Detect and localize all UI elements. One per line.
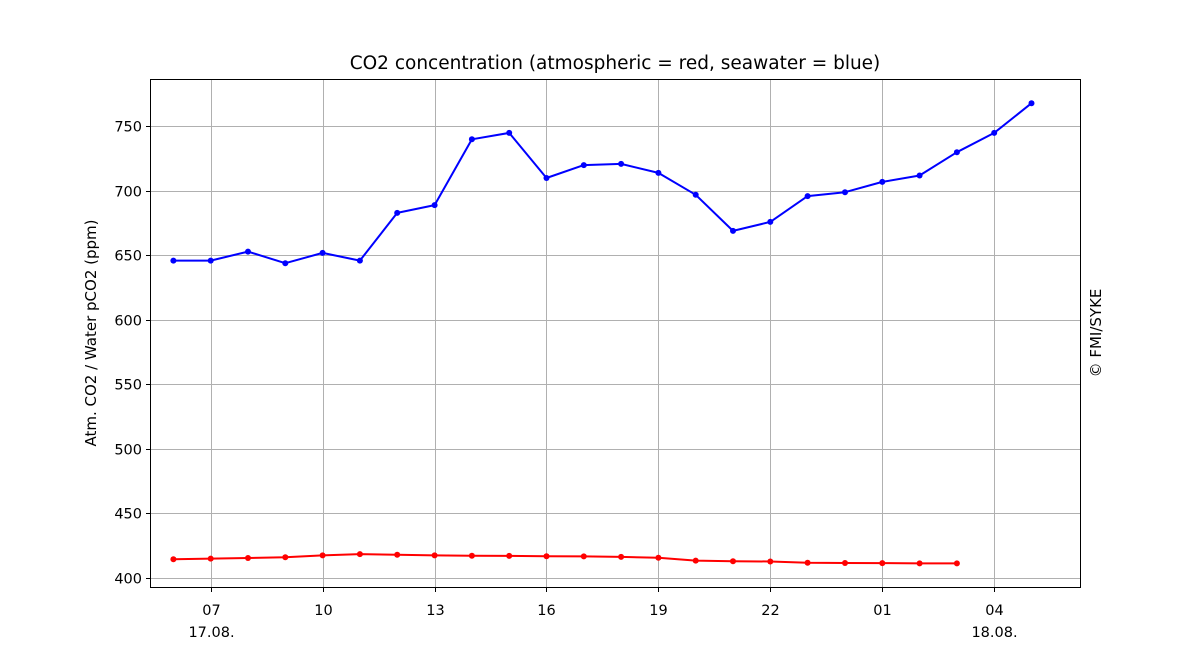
- data-point-seawater: [506, 129, 513, 136]
- data-point-atmospheric: [692, 557, 699, 564]
- data-point-atmospheric: [953, 560, 960, 567]
- data-point-atmospheric: [767, 558, 774, 565]
- data-point-atmospheric: [431, 552, 438, 559]
- data-point-atmospheric: [804, 559, 811, 566]
- data-point-seawater: [170, 257, 177, 264]
- data-point-atmospheric: [842, 560, 848, 566]
- data-point-seawater: [767, 218, 774, 225]
- plot-frame: [150, 79, 1081, 588]
- y-tick-label: 450: [114, 507, 142, 523]
- data-point-atmospheric: [245, 555, 251, 561]
- data-point-seawater: [804, 193, 811, 200]
- data-point-atmospheric: [655, 554, 662, 561]
- data-point-atmospheric: [319, 552, 326, 559]
- data-point-seawater: [431, 202, 438, 209]
- x-tick-label: 01: [873, 603, 891, 619]
- y-tick-label: 700: [114, 185, 142, 201]
- y-axis-label: Atm. CO2 / Water pCO2 (ppm): [82, 219, 100, 446]
- data-point-atmospheric: [543, 553, 550, 560]
- data-point-atmospheric: [618, 553, 625, 560]
- x-tick-date-label: 18.08.: [971, 625, 1017, 641]
- data-point-seawater: [580, 162, 587, 169]
- data-point-atmospheric: [468, 552, 475, 559]
- data-point-seawater: [394, 209, 401, 216]
- series-line-seawater: [173, 102, 1033, 265]
- data-point-atmospheric: [879, 560, 886, 567]
- data-point-seawater: [319, 249, 326, 256]
- data-point-seawater: [842, 189, 848, 196]
- series-line-atmospheric: [173, 553, 957, 565]
- data-point-seawater: [207, 257, 214, 264]
- data-point-seawater: [543, 175, 550, 181]
- y-tick-label: 750: [114, 120, 142, 136]
- data-point-seawater: [1028, 100, 1035, 107]
- x-tick-label: 19: [649, 603, 667, 619]
- y-tick-label: 400: [114, 572, 142, 588]
- x-tick-label: 16: [537, 603, 555, 619]
- axes: [150, 79, 1081, 588]
- y-tick-label: 650: [114, 249, 142, 265]
- y-tick-label: 600: [114, 314, 142, 330]
- x-tick-label: 04: [985, 603, 1003, 619]
- y-axis-ticks: 400 450 500 550 600 650 700 750: [114, 120, 151, 588]
- data-point-seawater: [618, 160, 625, 167]
- data-point-seawater: [356, 257, 363, 264]
- data-point-seawater: [655, 169, 662, 176]
- x-tick-label: 22: [761, 603, 779, 619]
- data-point-atmospheric: [506, 552, 513, 559]
- x-tick-date-label: 17.08.: [188, 625, 234, 641]
- data-point-seawater: [916, 172, 923, 179]
- x-tick-label: 07: [202, 603, 220, 619]
- copyright-text: © FMI/SYKE: [1087, 289, 1105, 378]
- data-point-atmospheric: [207, 555, 214, 562]
- y-tick-label: 550: [114, 378, 142, 394]
- data-point-atmospheric: [730, 558, 736, 565]
- chart-title: CO2 concentration (atmospheric = red, se…: [350, 53, 881, 74]
- data-point-seawater: [879, 178, 886, 185]
- data-point-seawater: [953, 149, 960, 156]
- x-tick-label: 10: [314, 603, 332, 619]
- data-series: [170, 100, 1035, 567]
- grid-lines: [151, 80, 1080, 587]
- data-point-seawater: [468, 136, 475, 143]
- x-axis-ticks: 07 17.08. 10 13 16 19 22 01 04 18.08.: [188, 587, 1018, 641]
- data-point-atmospheric: [580, 553, 587, 560]
- data-point-atmospheric: [170, 556, 177, 563]
- data-point-seawater: [692, 191, 699, 198]
- y-tick-label: 500: [114, 443, 142, 459]
- data-point-seawater: [245, 248, 251, 255]
- data-point-atmospheric: [282, 554, 289, 561]
- data-point-seawater: [282, 260, 289, 267]
- data-point-seawater: [730, 227, 736, 234]
- x-tick-label: 13: [426, 603, 444, 619]
- data-point-atmospheric: [394, 551, 401, 558]
- data-point-seawater: [991, 129, 998, 136]
- data-point-atmospheric: [356, 551, 363, 558]
- data-point-atmospheric: [916, 560, 923, 567]
